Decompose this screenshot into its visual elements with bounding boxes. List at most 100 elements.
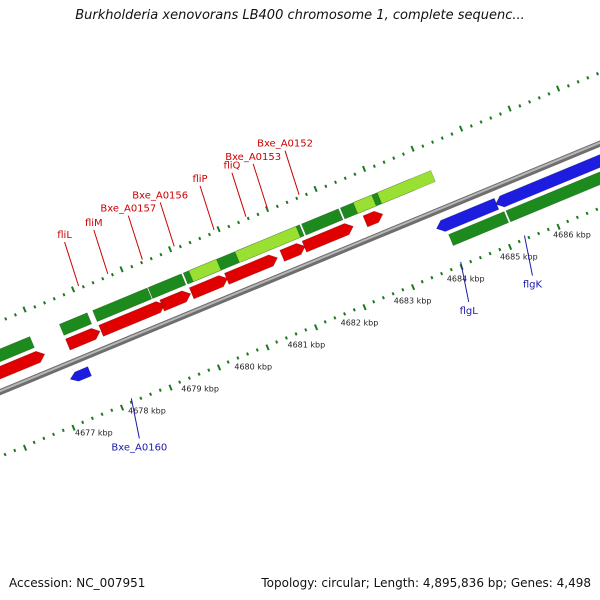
forward-cds-arrow[interactable] bbox=[301, 223, 354, 253]
outer-tick bbox=[518, 104, 522, 108]
forward-cds-arrow[interactable] bbox=[0, 350, 46, 384]
scale-label: 4685 kbp bbox=[500, 253, 538, 262]
outer-tick bbox=[547, 92, 551, 96]
outer-tick bbox=[576, 80, 580, 84]
forward-gene-label: Bxe_A0153 bbox=[225, 152, 281, 163]
inner-tick bbox=[294, 332, 298, 336]
outer-tick bbox=[22, 306, 27, 313]
inner-tick bbox=[430, 275, 434, 280]
inner-tick bbox=[81, 420, 85, 425]
forward-label-leader bbox=[159, 202, 175, 247]
inner-tick bbox=[372, 300, 376, 304]
forward-label-leader bbox=[93, 229, 109, 275]
inner-tick bbox=[284, 336, 288, 340]
outer-tick bbox=[159, 252, 163, 257]
outer-tick bbox=[119, 266, 124, 273]
inner-tick bbox=[207, 368, 211, 372]
scale-label: 4686 kbp bbox=[553, 231, 591, 240]
forward-cds-arrow[interactable] bbox=[279, 243, 306, 262]
forward-gene-block[interactable] bbox=[301, 208, 344, 236]
forward-gene-block[interactable] bbox=[147, 273, 187, 300]
inner-tick bbox=[469, 259, 473, 264]
forward-gene-highlight[interactable] bbox=[352, 194, 377, 215]
scale-label: 4683 kbp bbox=[394, 297, 432, 306]
outer-tick bbox=[469, 124, 473, 128]
inner-tick bbox=[595, 207, 599, 212]
outer-tick bbox=[167, 246, 173, 253]
inner-tick bbox=[178, 380, 182, 384]
outer-tick bbox=[216, 225, 221, 233]
map-title: Burkholderia xenovorans LB400 chromosome… bbox=[75, 8, 525, 23]
outer-tick bbox=[275, 204, 279, 209]
forward-cds-arrow[interactable] bbox=[188, 275, 229, 300]
forward-cds-arrow[interactable] bbox=[362, 210, 384, 228]
outer-tick bbox=[372, 164, 376, 168]
inner-tick bbox=[575, 215, 579, 220]
outer-tick bbox=[459, 125, 464, 132]
outer-tick bbox=[149, 256, 153, 261]
reverse-gene-label: flgK bbox=[523, 280, 543, 291]
inner-tick bbox=[343, 312, 347, 316]
outer-tick bbox=[188, 240, 192, 245]
inner-tick bbox=[585, 211, 589, 216]
outer-tick bbox=[13, 313, 17, 317]
forward-gene-block[interactable] bbox=[92, 287, 153, 322]
outer-tick bbox=[52, 297, 56, 301]
forward-cds-arrow[interactable] bbox=[65, 328, 101, 351]
inner-tick bbox=[420, 279, 424, 284]
inner-tick bbox=[90, 416, 94, 421]
outer-tick bbox=[507, 105, 512, 112]
outer-tick bbox=[4, 317, 8, 321]
inner-tick bbox=[32, 440, 36, 445]
forward-gene-highlight[interactable] bbox=[234, 225, 301, 264]
forward-gene-label: Bxe_A0152 bbox=[257, 139, 313, 150]
forward-cds-arrow[interactable] bbox=[159, 290, 192, 312]
scale-label: 4684 kbp bbox=[447, 275, 485, 284]
inner-tick bbox=[3, 452, 7, 457]
forward-gene-block[interactable] bbox=[58, 312, 93, 336]
forward-gene-label: fliL bbox=[57, 230, 72, 241]
forward-cds-arrow[interactable] bbox=[224, 254, 278, 285]
forward-gene-highlight[interactable] bbox=[376, 170, 436, 205]
outer-tick bbox=[343, 176, 347, 181]
forward-gene-label: fliM bbox=[85, 218, 103, 229]
forward-gene-block[interactable] bbox=[0, 336, 35, 370]
outer-tick bbox=[362, 165, 367, 172]
forward-gene-highlight[interactable] bbox=[188, 258, 222, 283]
outer-tick bbox=[43, 301, 47, 305]
reverse-cds-arrow[interactable] bbox=[436, 197, 500, 232]
reverse-cds-arrow[interactable] bbox=[495, 152, 600, 208]
forward-cds-arrow[interactable] bbox=[98, 301, 166, 337]
reverse-label-leader bbox=[460, 261, 470, 303]
reverse-cds-arrow[interactable] bbox=[69, 366, 92, 382]
inner-tick bbox=[52, 432, 56, 437]
inner-tick bbox=[381, 295, 385, 300]
outer-tick bbox=[304, 192, 308, 197]
outer-tick bbox=[421, 144, 425, 148]
outer-tick bbox=[440, 136, 444, 140]
inner-tick bbox=[478, 255, 482, 260]
accession-text: Accession: NC_007951 bbox=[9, 576, 146, 590]
inner-tick bbox=[246, 352, 250, 356]
inner-tick bbox=[333, 316, 337, 320]
inner-tick bbox=[158, 388, 162, 392]
inner-tick bbox=[352, 308, 356, 312]
inner-tick bbox=[255, 348, 259, 352]
inner-tick bbox=[313, 324, 319, 331]
scale-label: 4682 kbp bbox=[341, 319, 379, 328]
inner-tick bbox=[197, 372, 201, 376]
inner-tick bbox=[546, 227, 550, 232]
inner-tick bbox=[498, 247, 502, 252]
forward-label-leader bbox=[284, 150, 300, 195]
outer-tick bbox=[91, 280, 95, 285]
genome-summary-text: Topology: circular; Length: 4,895,836 bp… bbox=[261, 576, 591, 590]
outer-tick bbox=[110, 272, 114, 277]
outer-tick bbox=[227, 224, 231, 229]
scale-label: 4678 kbp bbox=[128, 407, 166, 416]
reverse-gene-block[interactable] bbox=[505, 166, 600, 223]
reverse-gene-block[interactable] bbox=[448, 211, 510, 246]
feature-track[interactable] bbox=[0, 127, 600, 385]
outer-tick bbox=[431, 140, 435, 144]
outer-tick bbox=[489, 116, 493, 120]
